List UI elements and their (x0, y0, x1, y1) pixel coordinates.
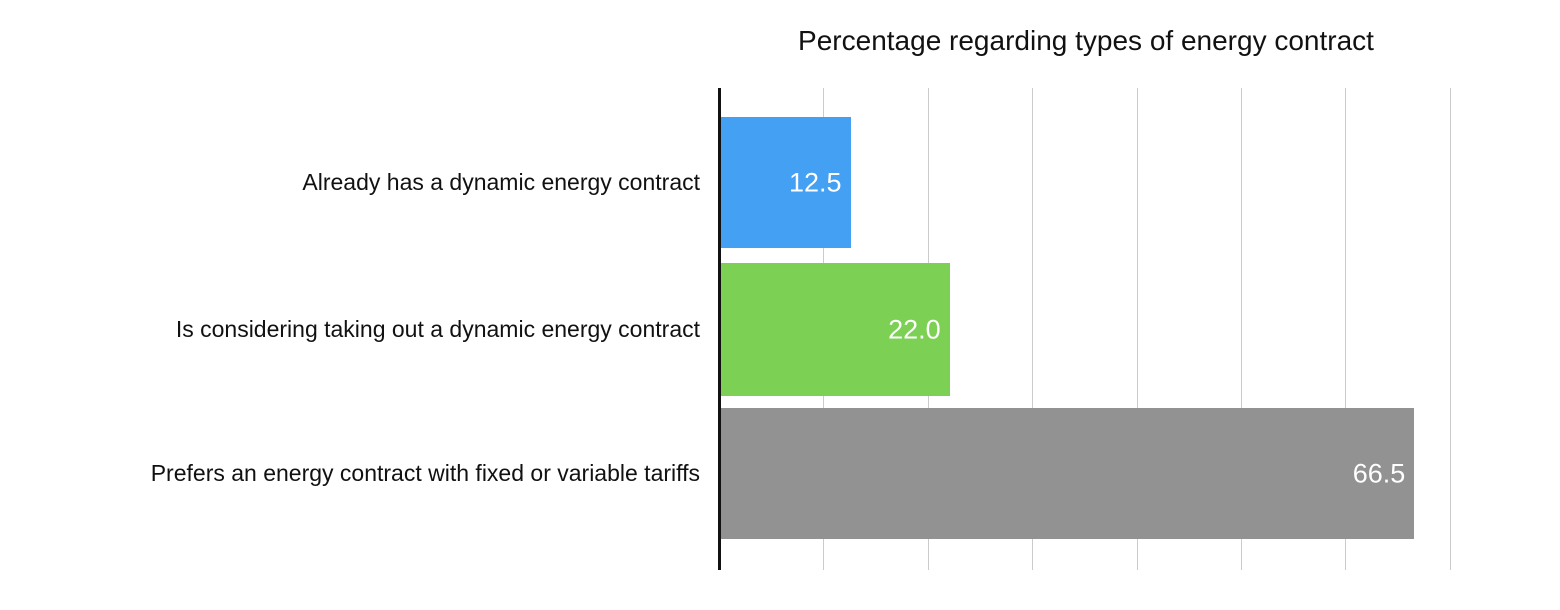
bar: 66.5 (720, 408, 1415, 539)
gridline (1345, 88, 1347, 570)
gridline (1449, 88, 1451, 570)
plot-area: 12.5 22.0 66.5 (718, 88, 1505, 570)
category-label: Is considering taking out a dynamic ener… (175, 316, 700, 342)
gridline (1241, 88, 1242, 570)
category-labels: Already has a dynamic energy contract Is … (0, 88, 700, 570)
gridline (1032, 88, 1034, 570)
bar-value-label: 12.5 (788, 167, 842, 197)
chart-title: Percentage regarding types of energy con… (798, 25, 1374, 56)
gridline (1136, 88, 1138, 570)
category-label: Already has a dynamic energy contract (302, 169, 700, 195)
category-label: Prefers an energy contract with fixed or… (150, 460, 700, 486)
bar: 22.0 (720, 263, 950, 396)
bar: 12.5 (720, 117, 851, 248)
bar-value-label: 22.0 (888, 314, 941, 344)
bar-value-label: 66.5 (1352, 458, 1406, 488)
y-axis-line (718, 88, 721, 570)
